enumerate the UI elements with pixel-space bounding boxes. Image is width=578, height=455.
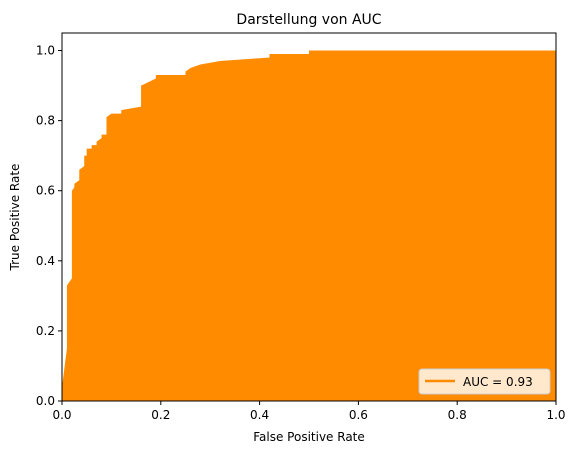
roc-area <box>62 50 556 402</box>
x-tick-label: 0.0 <box>52 408 71 422</box>
legend: AUC = 0.93 <box>418 368 551 395</box>
y-tick-label: 0.2 <box>36 324 55 338</box>
legend-label: AUC = 0.93 <box>463 375 533 389</box>
legend-box <box>418 368 551 395</box>
x-tick-label: 0.2 <box>151 408 170 422</box>
x-tick-label: 0.6 <box>349 408 368 422</box>
plot-area <box>62 50 556 402</box>
y-tick-label: 1.0 <box>36 44 55 58</box>
y-axis-label: True Positive Rate <box>8 164 22 272</box>
x-axis: 0.0 0.2 0.4 0.6 0.8 1.0 <box>52 401 566 422</box>
x-axis-label: False Positive Rate <box>253 430 365 444</box>
plot-frame <box>61 32 557 402</box>
x-tick-label: 1.0 <box>546 408 565 422</box>
x-tick-label: 0.4 <box>250 408 269 422</box>
x-tick-label: 0.8 <box>448 408 467 422</box>
y-tick-label: 0.0 <box>36 394 55 408</box>
y-axis: 0.0 0.2 0.4 0.6 0.8 1.0 <box>36 44 62 408</box>
y-tick-label: 0.8 <box>36 114 55 128</box>
y-tick-label: 0.6 <box>36 184 55 198</box>
chart-title: Darstellung von AUC <box>236 12 381 28</box>
y-tick-label: 0.4 <box>36 254 55 268</box>
